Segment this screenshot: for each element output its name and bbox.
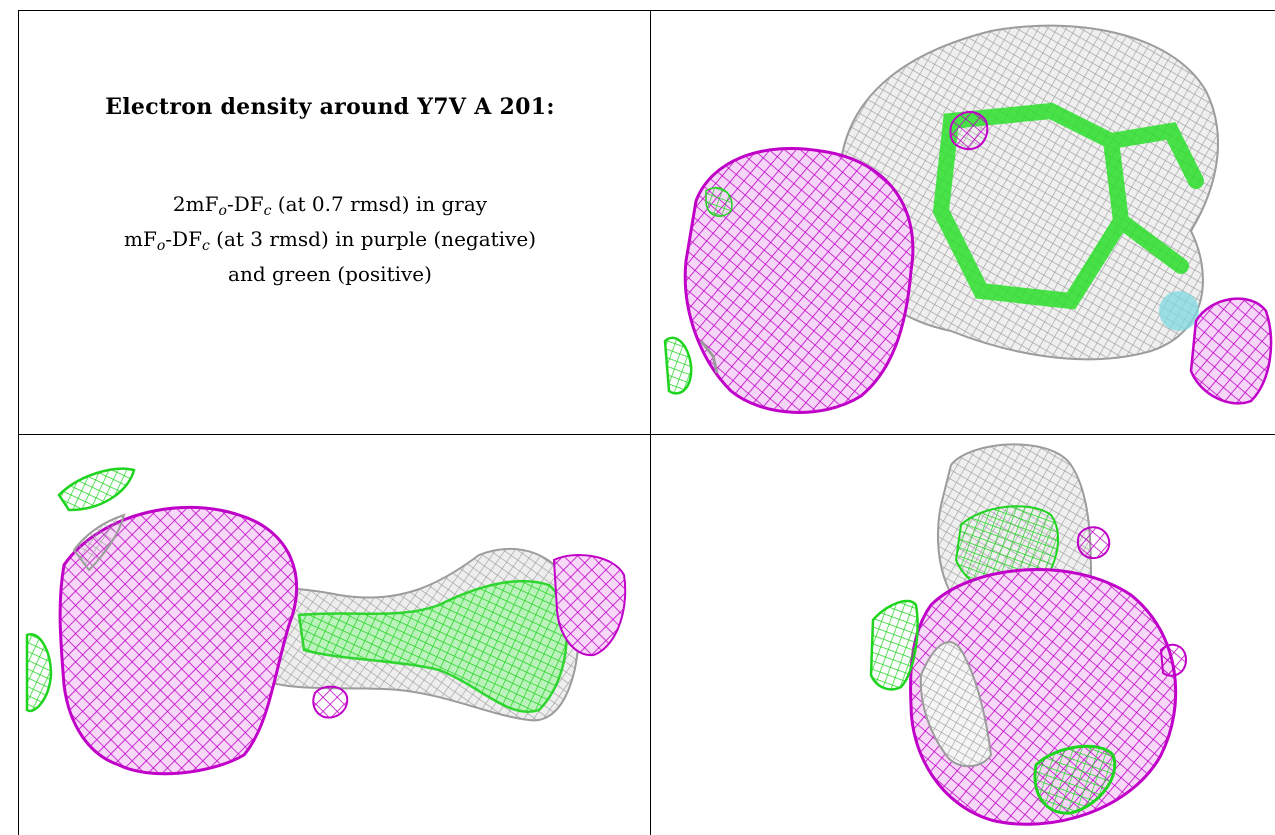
- purple-mesh-right-end: [552, 554, 627, 657]
- center-divider: [650, 10, 651, 835]
- caption-line-1: 2mFo-DFc (at 0.7 rmsd) in gray: [172, 192, 488, 219]
- gray-mesh-fragment: [699, 340, 719, 374]
- density-view-top-right: [663, 24, 1273, 414]
- caption-cell: Electron density around Y7V A 201: 2mFo-…: [30, 80, 630, 288]
- gray-mesh-fragment-left: [72, 513, 126, 572]
- green-mesh-core: [297, 579, 568, 713]
- cyan-atom: [1159, 291, 1199, 331]
- purple-mesh-large-left: [58, 505, 299, 776]
- green-mesh-left: [869, 599, 919, 691]
- green-ring-bonds: [932, 102, 1204, 310]
- top-border: [18, 10, 1275, 11]
- purple-mesh-knob-top: [1076, 526, 1111, 559]
- green-mesh-bottom: [1033, 744, 1117, 815]
- caption-line-3: and green (positive): [228, 262, 432, 286]
- purple-mesh-knob-right: [1159, 643, 1188, 677]
- middle-divider: [18, 434, 1275, 435]
- gray-mesh-blob: [839, 24, 1219, 361]
- purple-mesh-small-bottom: [312, 685, 349, 719]
- purple-mesh-right: [1189, 297, 1273, 405]
- density-view-bottom-left: [25, 467, 627, 776]
- green-mesh-fragments: [25, 467, 136, 713]
- caption-line-2: mFo-DFc (at 3 rmsd) in purple (negative): [124, 227, 536, 254]
- purple-mesh-small-top: [949, 111, 989, 151]
- left-border: [18, 10, 19, 835]
- gray-mesh-inner: [919, 641, 993, 768]
- caption-description: 2mFo-DFc (at 0.7 rmsd) in gray mFo-DFc (…: [30, 190, 630, 288]
- density-view-bottom-right: [869, 443, 1188, 826]
- caption-heading: Electron density around Y7V A 201:: [105, 94, 555, 120]
- green-mesh-fragment: [663, 187, 733, 395]
